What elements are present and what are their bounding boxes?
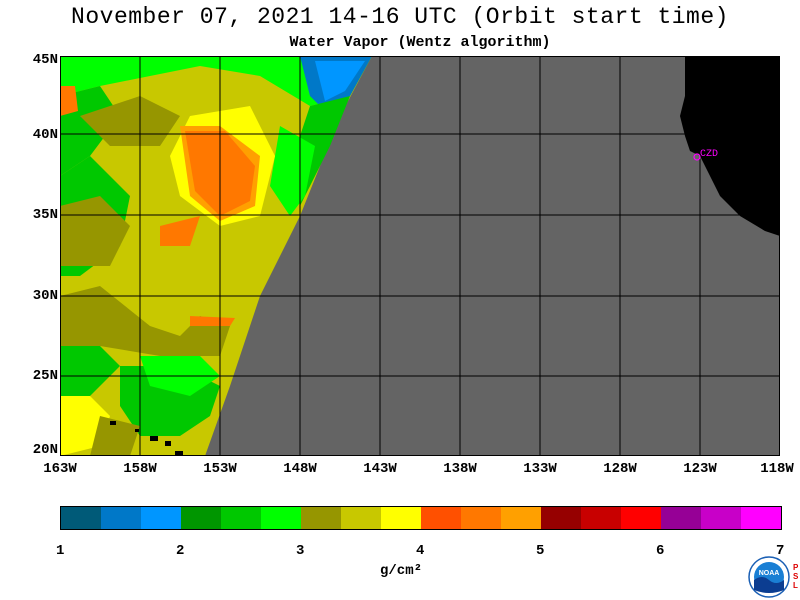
colorbar-tick-7: 7 [776, 543, 785, 559]
map-title: November 07, 2021 14-16 UTC (Orbit start… [71, 4, 729, 30]
colorbar-swatch-9 [421, 507, 461, 529]
lon-label-123w: 123W [683, 461, 717, 477]
lon-label-163w: 163W [43, 461, 77, 477]
colorbar-swatch-7 [341, 507, 381, 529]
map-subtitle: Water Vapor (Wentz algorithm) [289, 34, 551, 51]
lat-label-30n: 30N [32, 288, 58, 304]
station-czd-marker: CZD [693, 149, 718, 161]
colorbar-units: g/cm² [380, 563, 423, 579]
colorbar-swatch-1 [101, 507, 141, 529]
colorbar-swatch-12 [541, 507, 581, 529]
lon-label-118w: 118W [760, 461, 794, 477]
noaa-logo-text: NOAA [759, 570, 780, 577]
colorbar-swatch-0 [61, 507, 101, 529]
lon-label-148w: 148W [283, 461, 317, 477]
lon-label-143w: 143W [363, 461, 397, 477]
colorbar-swatch-3 [181, 507, 221, 529]
colorbar-tick-4: 4 [416, 543, 425, 559]
lat-label-20n: 20N [32, 442, 58, 458]
lon-label-128w: 128W [603, 461, 637, 477]
noaa-logo: NOAA [748, 556, 790, 598]
colorbar-tick-3: 3 [296, 543, 305, 559]
colorbar-swatch-15 [661, 507, 701, 529]
lat-label-25n: 25N [32, 368, 58, 384]
colorbar-tick-1: 1 [56, 543, 65, 559]
colorbar-swatch-14 [621, 507, 661, 529]
colorbar-swatch-6 [301, 507, 341, 529]
swath-data [60, 56, 372, 456]
colorbar-tick-6: 6 [656, 543, 665, 559]
lon-label-133w: 133W [523, 461, 557, 477]
colorbar-swatch-10 [461, 507, 501, 529]
colorbar-swatch-16 [701, 507, 741, 529]
lon-label-158w: 158W [123, 461, 157, 477]
land-mask [680, 56, 780, 236]
lat-label-40n: 40N [32, 127, 58, 143]
water-vapor-map: CZD [60, 56, 780, 456]
graticule [60, 56, 780, 456]
colorbar-tick-2: 2 [176, 543, 185, 559]
colorbar-swatch-8 [381, 507, 421, 529]
hawaii-islands [110, 421, 183, 456]
colorbar-swatch-5 [261, 507, 301, 529]
colorbar-swatch-11 [501, 507, 541, 529]
colorbar-swatch-17 [741, 507, 781, 529]
station-label: CZD [700, 149, 718, 160]
lon-label-153w: 153W [203, 461, 237, 477]
colorbar [60, 506, 782, 530]
lat-label-35n: 35N [32, 207, 58, 223]
lat-label-45n: 45N [32, 52, 58, 68]
colorbar-swatch-2 [141, 507, 181, 529]
lon-label-138w: 138W [443, 461, 477, 477]
colorbar-swatch-4 [221, 507, 261, 529]
colorbar-tick-5: 5 [536, 543, 545, 559]
colorbar-swatch-13 [581, 507, 621, 529]
